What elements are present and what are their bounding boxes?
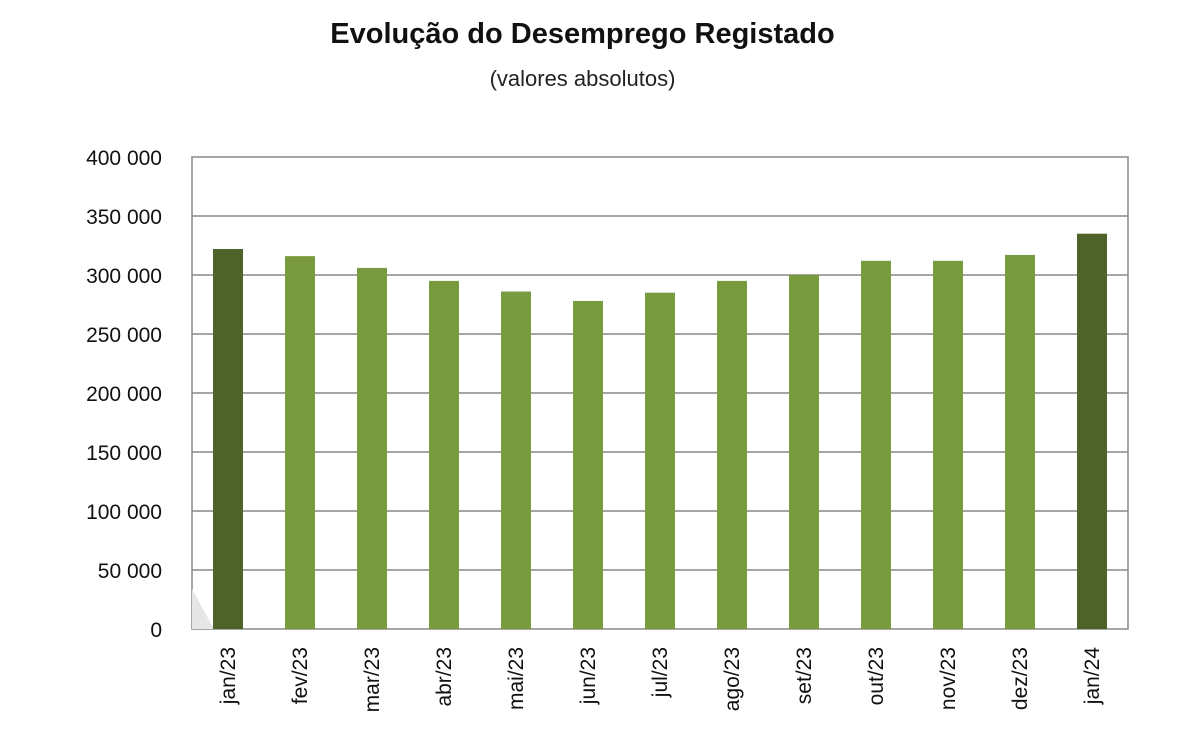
x-tick-label: abr/23 <box>433 647 456 707</box>
y-tick-label: 150 000 <box>86 442 162 465</box>
x-tick-label: dez/23 <box>1009 647 1032 710</box>
y-tick-label: 200 000 <box>86 383 162 406</box>
bar <box>861 260 891 629</box>
bar <box>213 249 243 630</box>
bar <box>717 280 747 629</box>
x-tick-label: out/23 <box>865 647 888 705</box>
x-tick-label: jan/24 <box>1081 647 1104 706</box>
y-tick-label: 50 000 <box>98 560 162 583</box>
y-tick-label: 300 000 <box>86 265 162 288</box>
y-tick-label: 0 <box>150 619 162 642</box>
y-tick-label: 400 000 <box>86 147 162 170</box>
bar <box>501 291 531 629</box>
x-tick-label: mar/23 <box>361 647 384 712</box>
chart-title: Evolução do Desemprego Registado <box>330 18 835 50</box>
x-tick-label: mai/23 <box>505 647 528 710</box>
bar <box>429 280 459 629</box>
y-tick-label: 100 000 <box>86 501 162 524</box>
bar <box>933 260 963 629</box>
bar <box>573 300 603 629</box>
bar <box>645 292 675 629</box>
x-tick-label: ago/23 <box>721 647 744 711</box>
bar <box>789 275 819 629</box>
x-tick-label: jun/23 <box>577 647 600 705</box>
chart-subtitle: (valores absolutos) <box>489 66 676 91</box>
x-tick-label: jan/23 <box>217 647 240 705</box>
bar <box>357 267 387 629</box>
x-tick-label: set/23 <box>793 647 816 704</box>
x-tick-label: jul/23 <box>649 647 672 698</box>
y-tick-label: 350 000 <box>86 206 162 229</box>
bar <box>1077 233 1107 629</box>
y-tick-label: 250 000 <box>86 324 162 347</box>
x-tick-label: fev/23 <box>289 647 312 704</box>
x-tick-label: nov/23 <box>937 647 960 710</box>
bar <box>285 256 315 629</box>
bar <box>1005 254 1035 629</box>
corner-shade <box>192 589 214 629</box>
